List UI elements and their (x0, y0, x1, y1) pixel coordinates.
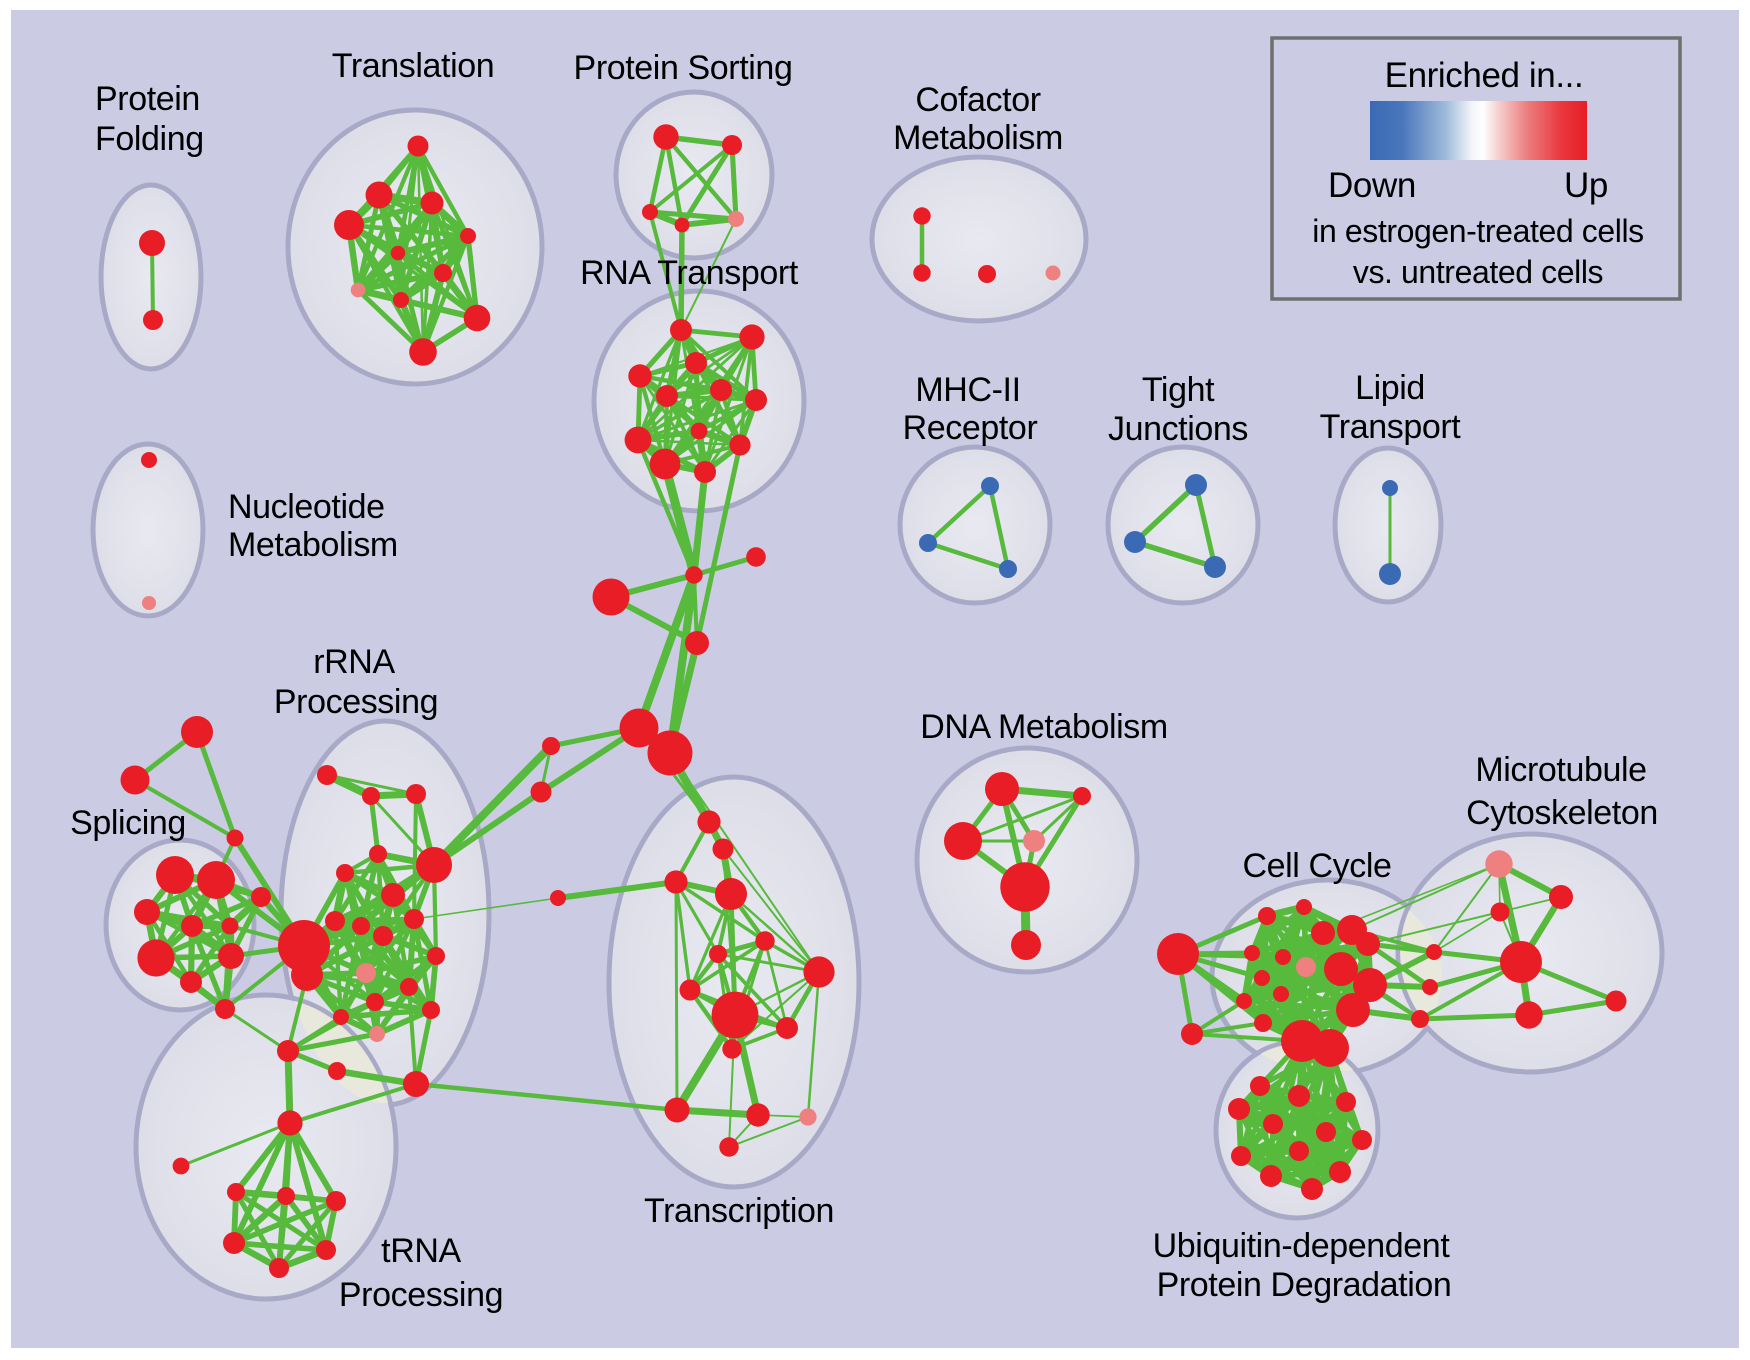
svg-text:in estrogen-treated cells: in estrogen-treated cells (1312, 213, 1644, 249)
svg-text:Protein: Protein (95, 80, 200, 118)
svg-text:Ubiquitin-dependent: Ubiquitin-dependent (1153, 1227, 1451, 1265)
svg-text:Protein Degradation: Protein Degradation (1157, 1266, 1452, 1304)
svg-text:Enriched in...: Enriched in... (1385, 56, 1584, 95)
svg-text:Translation: Translation (332, 47, 495, 85)
svg-text:Down: Down (1328, 166, 1416, 205)
svg-text:Cofactor: Cofactor (915, 81, 1040, 119)
svg-text:Folding: Folding (95, 120, 204, 158)
svg-text:Tight: Tight (1142, 371, 1215, 409)
svg-text:Transcription: Transcription (644, 1192, 834, 1230)
svg-text:Cell Cycle: Cell Cycle (1242, 847, 1391, 885)
svg-text:Splicing: Splicing (70, 804, 186, 842)
svg-text:rRNA: rRNA (313, 643, 395, 681)
svg-text:Processing: Processing (274, 683, 438, 721)
svg-text:Processing: Processing (339, 1276, 503, 1314)
svg-text:vs. untreated cells: vs. untreated cells (1353, 254, 1603, 290)
svg-text:Up: Up (1564, 166, 1608, 205)
svg-text:Nucleotide: Nucleotide (228, 488, 385, 526)
svg-text:Cytoskeleton: Cytoskeleton (1466, 794, 1658, 832)
svg-text:Transport: Transport (1320, 408, 1462, 446)
svg-text:Microtubule: Microtubule (1475, 751, 1646, 789)
svg-text:RNA Transport: RNA Transport (580, 254, 799, 292)
svg-text:tRNA: tRNA (381, 1232, 461, 1270)
svg-text:Metabolism: Metabolism (893, 119, 1063, 157)
svg-text:Receptor: Receptor (903, 409, 1038, 447)
svg-text:Junctions: Junctions (1108, 410, 1248, 448)
svg-text:Protein Sorting: Protein Sorting (574, 49, 793, 87)
svg-text:MHC-II: MHC-II (915, 371, 1020, 409)
svg-text:Metabolism: Metabolism (228, 526, 398, 564)
svg-text:DNA Metabolism: DNA Metabolism (920, 708, 1168, 746)
svg-text:Lipid: Lipid (1355, 369, 1425, 407)
